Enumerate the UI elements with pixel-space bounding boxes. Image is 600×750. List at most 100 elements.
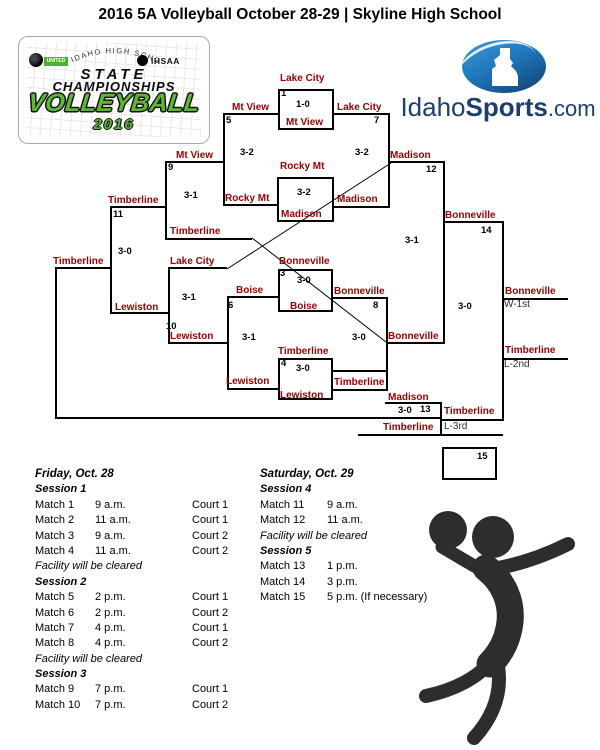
time-label: 11 a.m. <box>327 514 363 527</box>
schedule-row: Match 4 11 a.m. Court 2 <box>35 545 265 560</box>
team-label: Rocky Mt <box>280 161 325 172</box>
bracket-line <box>358 434 503 436</box>
volleyball-player-icon <box>419 511 575 745</box>
bracket-line <box>110 206 112 314</box>
bracket-line <box>168 267 227 269</box>
bracket-line <box>333 297 386 299</box>
match-label: Match 11 <box>260 498 305 511</box>
ihsaa-icon <box>137 55 148 66</box>
time-label: 4 p.m. <box>95 621 126 634</box>
placing-label: L-3rd <box>444 421 468 432</box>
saturday-header: Saturday, Oct. 29 <box>260 468 354 480</box>
team-label: Timberline <box>334 377 385 388</box>
match-label: Match 9 <box>35 683 75 696</box>
match-label: Match 8 <box>35 637 75 650</box>
team-label: Madison <box>390 150 431 161</box>
bracket-line <box>223 204 278 206</box>
bracket-number: 3-0 <box>296 363 310 374</box>
team-label: Timberline <box>383 422 434 433</box>
bracket-line <box>168 342 227 344</box>
time-label: 11 a.m. <box>95 514 131 527</box>
team-label: Mt View <box>286 117 324 128</box>
match-label: Match 12 <box>260 514 306 527</box>
schedule-row: Session 3 <box>35 668 87 681</box>
team-label: Boise <box>290 301 318 312</box>
bracket-line <box>110 206 165 208</box>
schedule-row: Session 1 <box>35 483 87 496</box>
match-box <box>278 89 334 130</box>
idahosports-oval-logo <box>462 40 546 93</box>
schedule-row: Match 9 7 p.m. Court 1 <box>35 683 265 698</box>
bracket-line <box>388 161 443 163</box>
bracket-line <box>55 267 110 269</box>
friday-header: Friday, Oct. 28 <box>35 468 114 480</box>
schedule-row: Facility will be cleared <box>35 560 142 573</box>
placing-label: L-2nd <box>504 359 530 370</box>
match-label: Match 13 <box>260 560 306 573</box>
bracket-number: 3-0 <box>118 246 132 257</box>
schedule-row: Match 10 7 p.m. Court 2 <box>35 699 265 714</box>
court-label: Court 1 <box>192 683 229 696</box>
time-label: 9 a.m. <box>327 498 358 511</box>
schedule-row: Match 8 4 p.m. Court 2 <box>35 637 265 652</box>
bracket-line <box>227 296 229 390</box>
bracket-line <box>227 296 278 298</box>
bracket-line <box>386 297 388 391</box>
schedule-row: Session 4 <box>260 483 312 496</box>
bracket-line <box>55 417 440 419</box>
bracket-line <box>443 221 502 223</box>
schedule-row: Match 13 1 p.m. <box>260 560 500 575</box>
court-label: Court 1 <box>192 591 229 604</box>
court-label: Court 2 <box>192 637 229 650</box>
team-label: Timberline <box>170 226 221 237</box>
time-label: 5 p.m. (If necessary) <box>327 591 428 604</box>
bracket-number: 7 <box>374 115 380 126</box>
bracket-line <box>440 402 442 436</box>
bracket-line <box>385 402 440 404</box>
time-label: 11 a.m. <box>95 544 131 557</box>
time-label: 2 p.m. <box>95 591 126 604</box>
bracket-line <box>168 267 170 344</box>
bracket-number: 3-0 <box>352 332 366 343</box>
schedule-row: Facility will be cleared <box>260 529 367 542</box>
time-label: 1 p.m. <box>327 560 358 573</box>
bracket-line <box>333 113 388 115</box>
team-label: Lake City <box>170 256 215 267</box>
bracket-number: 3-1 <box>182 292 196 303</box>
schedule-row: Match 12 11 a.m. <box>260 514 500 529</box>
bracket-line <box>388 113 390 208</box>
bracket-number: 3-0 <box>458 301 472 312</box>
team-label: Mt View <box>176 150 214 161</box>
time-label: 3 p.m. <box>327 575 358 588</box>
bracket-line <box>223 113 278 115</box>
idaho-state-icon <box>492 48 518 86</box>
schedule-row: Match 1 9 a.m. Court 1 <box>35 499 265 514</box>
court-label: Court 1 <box>192 621 229 634</box>
united-dairymen-badge: UNITED <box>44 57 68 66</box>
match-label: Match 5 <box>35 591 75 604</box>
bracket-line <box>502 358 568 360</box>
schedule-row: Session 2 <box>35 575 87 588</box>
team-label: Timberline <box>53 256 104 267</box>
time-label: 9 a.m. <box>95 529 126 542</box>
bracket-line <box>165 238 252 240</box>
team-label: Rocky Mt <box>225 193 270 204</box>
match-label: Match 3 <box>35 529 75 542</box>
team-label: Timberline <box>278 346 329 357</box>
bracket-line <box>227 388 278 390</box>
schedule-row: Match 5 2 p.m. Court 1 <box>35 591 265 606</box>
bracket-number: 11 <box>113 209 124 220</box>
bracket-number: 3-1 <box>242 332 256 343</box>
saturday-rows: Session 4 Match 11 9 a.m. Match 12 11 a.m. Fa… <box>260 483 500 606</box>
dotcom-text: .com <box>547 96 596 121</box>
idaho-text: Idaho <box>400 92 466 122</box>
schedule-row: Match 2 11 a.m. Court 1 <box>35 514 265 529</box>
court-label: Court 2 <box>192 544 229 557</box>
friday-rows: Session 1 Match 1 9 a.m. Court 1 Match 2 11 a… <box>35 483 265 714</box>
team-label: Timberline <box>505 345 556 356</box>
bracket-number: 8 <box>373 300 379 311</box>
team-label: Lewiston <box>170 331 214 342</box>
bracket-number: 3-2 <box>297 187 311 198</box>
match-label: Match 15 <box>260 591 306 604</box>
team-label: Bonneville <box>334 286 385 297</box>
